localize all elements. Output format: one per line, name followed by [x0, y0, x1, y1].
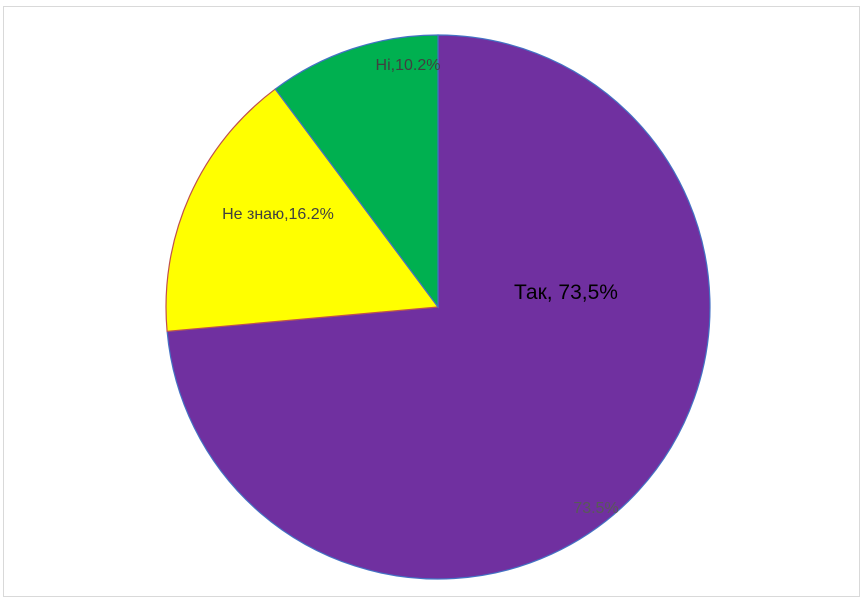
pie-slice-ne-znayu	[165, 88, 440, 332]
data-label-ne-znayu: Не знаю,16.2%	[222, 206, 334, 223]
data-label-tak-main: Так, 73,5%	[514, 281, 618, 304]
pie-slices	[165, 34, 711, 580]
data-label-ni: Ні,10.2%	[376, 57, 441, 74]
data-label-tak-percent: 73.5%	[573, 500, 618, 517]
pie-slice-ni	[274, 34, 439, 309]
data-labels: Так, 73,5% 73.5% Не знаю,16.2% Ні,10.2%	[222, 57, 619, 517]
